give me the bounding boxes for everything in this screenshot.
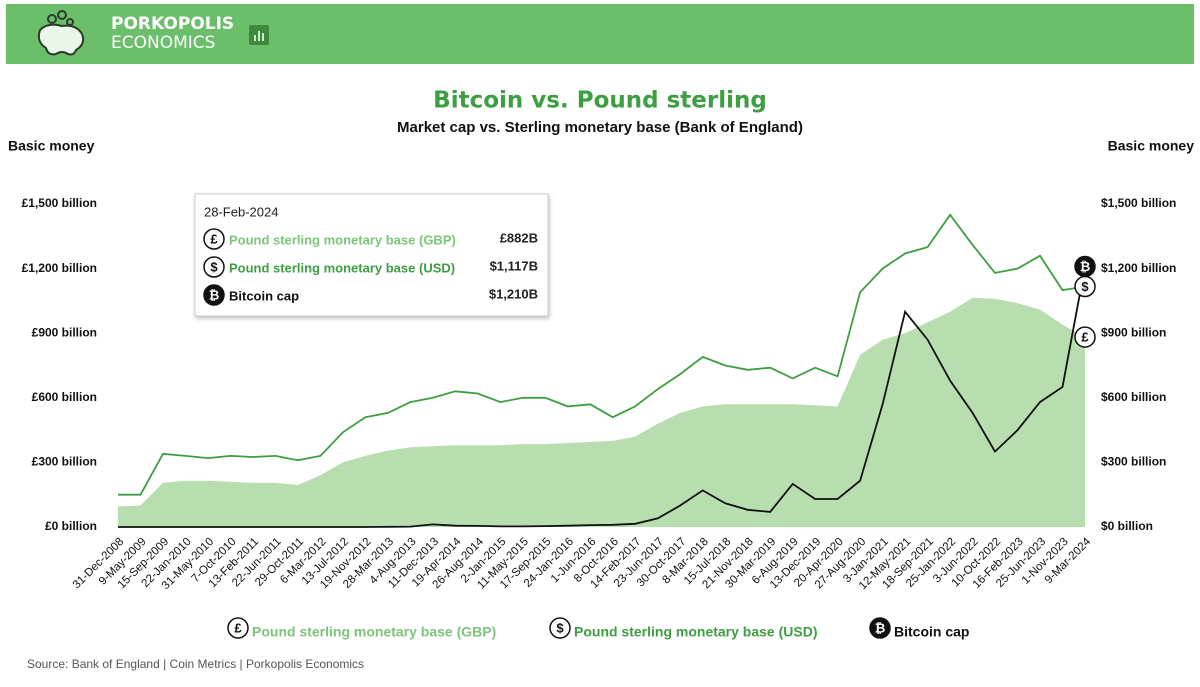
series-icon [549, 617, 571, 639]
y2-tick-label: $0 billion [1101, 519, 1153, 533]
series-icon [203, 256, 225, 278]
y2-tick-label: $1,200 billion [1101, 261, 1176, 275]
series-icon-glyph: ₿ [209, 287, 220, 302]
tooltip-series-name: Bitcoin cap [229, 288, 299, 303]
y2-axis-label: Basic money [1108, 138, 1195, 154]
brand-line1: PORKOPOLIS [111, 14, 234, 34]
tooltip-date: 28-Feb-2024 [204, 204, 278, 219]
source: Source: Bank of England | Coin Metrics |… [27, 657, 364, 671]
legend-item[interactable]: ₿ Bitcoin cap [869, 617, 969, 640]
tooltip-value: £882B [500, 230, 538, 245]
series-icon-glyph: $ [1081, 279, 1089, 294]
y-tick-label: £600 billion [32, 390, 97, 404]
series-icon [227, 617, 249, 639]
y2-tick-label: $1,500 billion [1101, 196, 1176, 210]
tooltip-row: ₿ Bitcoin cap $1,210B [203, 284, 538, 306]
tooltip-value: $1,210B [489, 286, 538, 301]
chart-title: Bitcoin vs. Pound sterling [433, 88, 767, 114]
legend-item[interactable]: $ Pound sterling monetary base (USD) [549, 617, 817, 640]
y2-tick-label: $900 billion [1101, 325, 1166, 339]
series-icon [869, 617, 891, 639]
chart-subtitle: Market cap vs. Sterling monetary base (B… [397, 119, 803, 136]
series-icon [203, 284, 225, 306]
y-axis-label: Basic money [8, 138, 95, 154]
legend-label: Bitcoin cap [894, 624, 969, 640]
y-tick-label: £1,500 billion [22, 196, 97, 210]
logo [37, 10, 85, 56]
chart-icon[interactable] [249, 25, 269, 45]
tooltip-box [194, 193, 549, 317]
legend: £ Pound sterling monetary base (GBP) $ Poun… [227, 617, 969, 640]
tooltip-value: $1,117B [490, 258, 538, 273]
y2-tick-label: $300 billion [1101, 455, 1166, 469]
series-icon-glyph: $ [210, 259, 218, 274]
end-marker: ₿ [1074, 255, 1096, 278]
y-tick-label: £1,200 billion [22, 261, 97, 275]
series-icon [203, 228, 225, 250]
series-icon-glyph: ₿ [875, 620, 886, 635]
legend-label: Pound sterling monetary base (GBP) [252, 624, 496, 640]
tooltip-row: £ Pound sterling monetary base (GBP) £882B [203, 228, 538, 250]
y-tick-label: £900 billion [32, 325, 97, 339]
tooltip-series-name: Pound sterling monetary base (USD) [229, 260, 455, 275]
brand-line2: ECONOMICS [111, 33, 215, 53]
series-icon-glyph: $ [556, 620, 564, 635]
series-icon [1074, 255, 1096, 278]
line [118, 213, 1086, 496]
area [118, 297, 1085, 527]
legend-label: Pound sterling monetary base (USD) [574, 624, 817, 640]
series-icon-glyph: £ [234, 620, 242, 635]
tooltip: 28-Feb-2024 £ Pound sterling monetary bas… [194, 193, 549, 317]
series-icon-glyph: ₿ [1080, 259, 1091, 274]
y2-tick-label: $600 billion [1101, 390, 1166, 404]
y-tick-label: £300 billion [32, 455, 97, 469]
legend-item[interactable]: £ Pound sterling monetary base (GBP) [227, 617, 496, 640]
line [118, 266, 1086, 528]
header-bar [6, 4, 1194, 64]
y-tick-label: £0 billion [45, 519, 97, 533]
tooltip-row: $ Pound sterling monetary base (USD) $1,11… [203, 256, 538, 278]
series-icon [1074, 326, 1096, 348]
end-marker: £ [1074, 326, 1096, 348]
series-icon-glyph: £ [1081, 330, 1089, 345]
series-icon-glyph: £ [210, 231, 218, 246]
tooltip-series-name: Pound sterling monetary base (GBP) [229, 232, 456, 247]
end-marker: $ [1074, 275, 1096, 298]
